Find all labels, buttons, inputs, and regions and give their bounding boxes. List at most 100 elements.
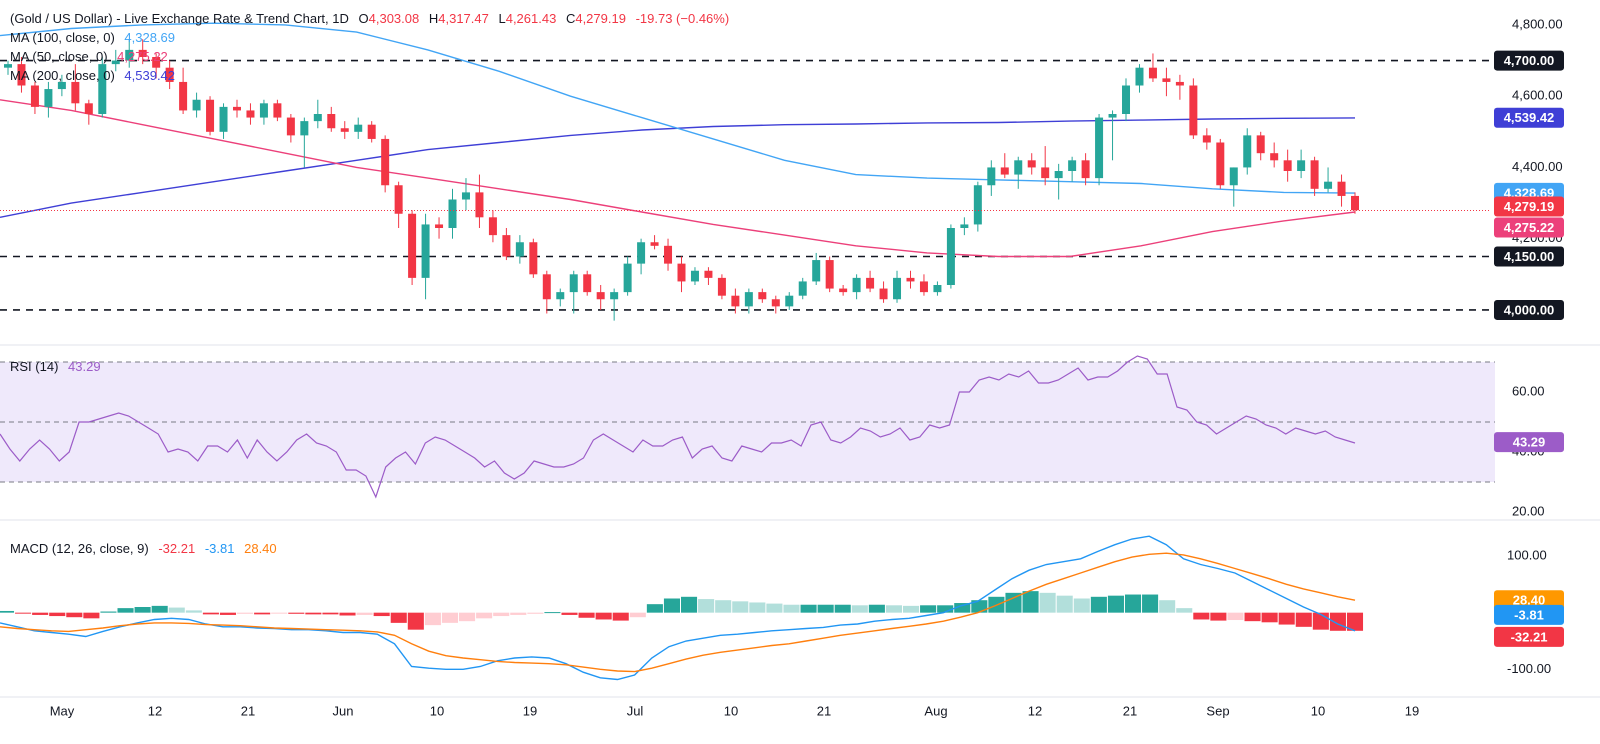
candle (556, 288, 565, 307)
title-legend: (Gold / US Dollar) - Live Exchange Rate … (10, 10, 735, 28)
ma200-legend-label: MA (200, close, 0) (10, 68, 115, 83)
candle (165, 60, 174, 90)
signal-value-label: -3.81 (1494, 604, 1564, 625)
candle (435, 217, 444, 239)
macd-legend-label: MACD (12, 26, close, 9) (10, 541, 149, 556)
macd-histogram-bar (1159, 600, 1176, 613)
horizontal-level-label-2: 4,000.00 (1494, 299, 1564, 320)
rsi-axis-tick-2: 60.00 (1512, 383, 1545, 398)
candle (1041, 146, 1050, 186)
rsi-legend-label: RSI (14) (10, 359, 59, 374)
candle-body (933, 285, 942, 293)
candle (946, 224, 955, 289)
horizontal-level-label-1-bg (1494, 246, 1564, 267)
candle-body (1175, 81, 1184, 86)
macd-histogram-bar (407, 612, 424, 630)
candle-body (919, 281, 928, 293)
time-axis-tick-2: 21 (241, 703, 255, 718)
candle (1351, 192, 1359, 214)
candle-body (1337, 181, 1346, 196)
candle-body (17, 64, 26, 86)
candle (44, 81, 53, 118)
candle-body (771, 299, 780, 307)
macd-histogram-bar (578, 612, 595, 618)
candle-body (1324, 181, 1333, 189)
chart-title: (Gold / US Dollar) - Live Exchange Rate … (10, 11, 349, 26)
candle-body (946, 228, 955, 285)
macd-histogram-bar (1346, 612, 1364, 631)
candle (381, 135, 390, 193)
horizontal-level-label-2-text: 4,000.00 (1504, 302, 1555, 317)
macd-histogram-bar (0, 610, 15, 613)
candle-body (1162, 78, 1171, 82)
candle (219, 103, 228, 139)
candle-body (960, 224, 969, 228)
macd-histogram-bar (612, 612, 629, 621)
candle (771, 295, 780, 314)
candle-body (569, 274, 578, 293)
candle-body (1351, 195, 1359, 211)
candle-body (1122, 85, 1131, 114)
candle (1135, 64, 1144, 93)
candle-body (435, 224, 444, 228)
candle (327, 106, 336, 132)
candle (677, 256, 686, 293)
candle (583, 270, 592, 296)
candle (650, 235, 659, 250)
candle-body (1216, 142, 1225, 186)
macd-histogram-bar (1090, 596, 1107, 613)
candle-body (111, 60, 120, 65)
rsi-axis-tick-0: 20.00 (1512, 503, 1545, 518)
candle-body (596, 292, 605, 300)
candle-body (1243, 135, 1252, 168)
candle-body (300, 121, 309, 136)
candle-body (394, 185, 403, 214)
candle (1000, 153, 1009, 179)
signal-legend-value: -3.81 (204, 541, 235, 556)
macd-histogram-bar (937, 605, 954, 613)
candle-body (30, 85, 39, 107)
candle-body (502, 235, 511, 257)
ma50-legend-value: 4,275.22 (117, 49, 168, 64)
close-price-label-text: 4,279.19 (1504, 199, 1555, 214)
macd-histogram-bar (441, 612, 459, 623)
macd-value-label-text: -32.21 (1511, 629, 1548, 644)
candle-body (1297, 160, 1306, 171)
rsi-legend-value: 43.29 (68, 359, 101, 374)
candle (394, 181, 403, 228)
candle-body (219, 106, 228, 132)
candle (1108, 110, 1117, 161)
candle (906, 270, 915, 289)
candle-body (623, 263, 632, 293)
macd-histogram-bar (595, 612, 612, 620)
candle-body (1041, 167, 1050, 179)
candle (610, 288, 619, 321)
candle (529, 238, 538, 278)
macd-histogram-bar (1295, 612, 1312, 627)
macd-histogram-bar (698, 599, 715, 613)
horizontal-level-label-0: 4,700.00 (1494, 50, 1564, 71)
macd-histogram-bar (1210, 612, 1227, 621)
candle-body (542, 274, 551, 300)
candle-body (650, 242, 659, 246)
candle (690, 267, 699, 285)
macd-histogram-bar (868, 604, 885, 613)
hist-legend-value: 28.40 (244, 541, 277, 556)
candle (17, 57, 26, 93)
price-axis-tick-2: 4,400.00 (1512, 159, 1563, 174)
macd-histogram-bar (681, 596, 698, 613)
candle-body (340, 128, 349, 132)
candle (1027, 153, 1036, 175)
macd-histogram-bar (476, 612, 493, 619)
candle (785, 292, 794, 310)
candle (866, 270, 875, 293)
candle (744, 288, 753, 314)
macd-histogram-bar (322, 612, 339, 615)
macd-histogram-bar (15, 612, 32, 614)
macd-histogram-bar (1056, 595, 1073, 613)
candle (933, 281, 942, 296)
candle (623, 256, 632, 296)
candle (286, 114, 295, 143)
macd-histogram-bar (629, 612, 646, 618)
